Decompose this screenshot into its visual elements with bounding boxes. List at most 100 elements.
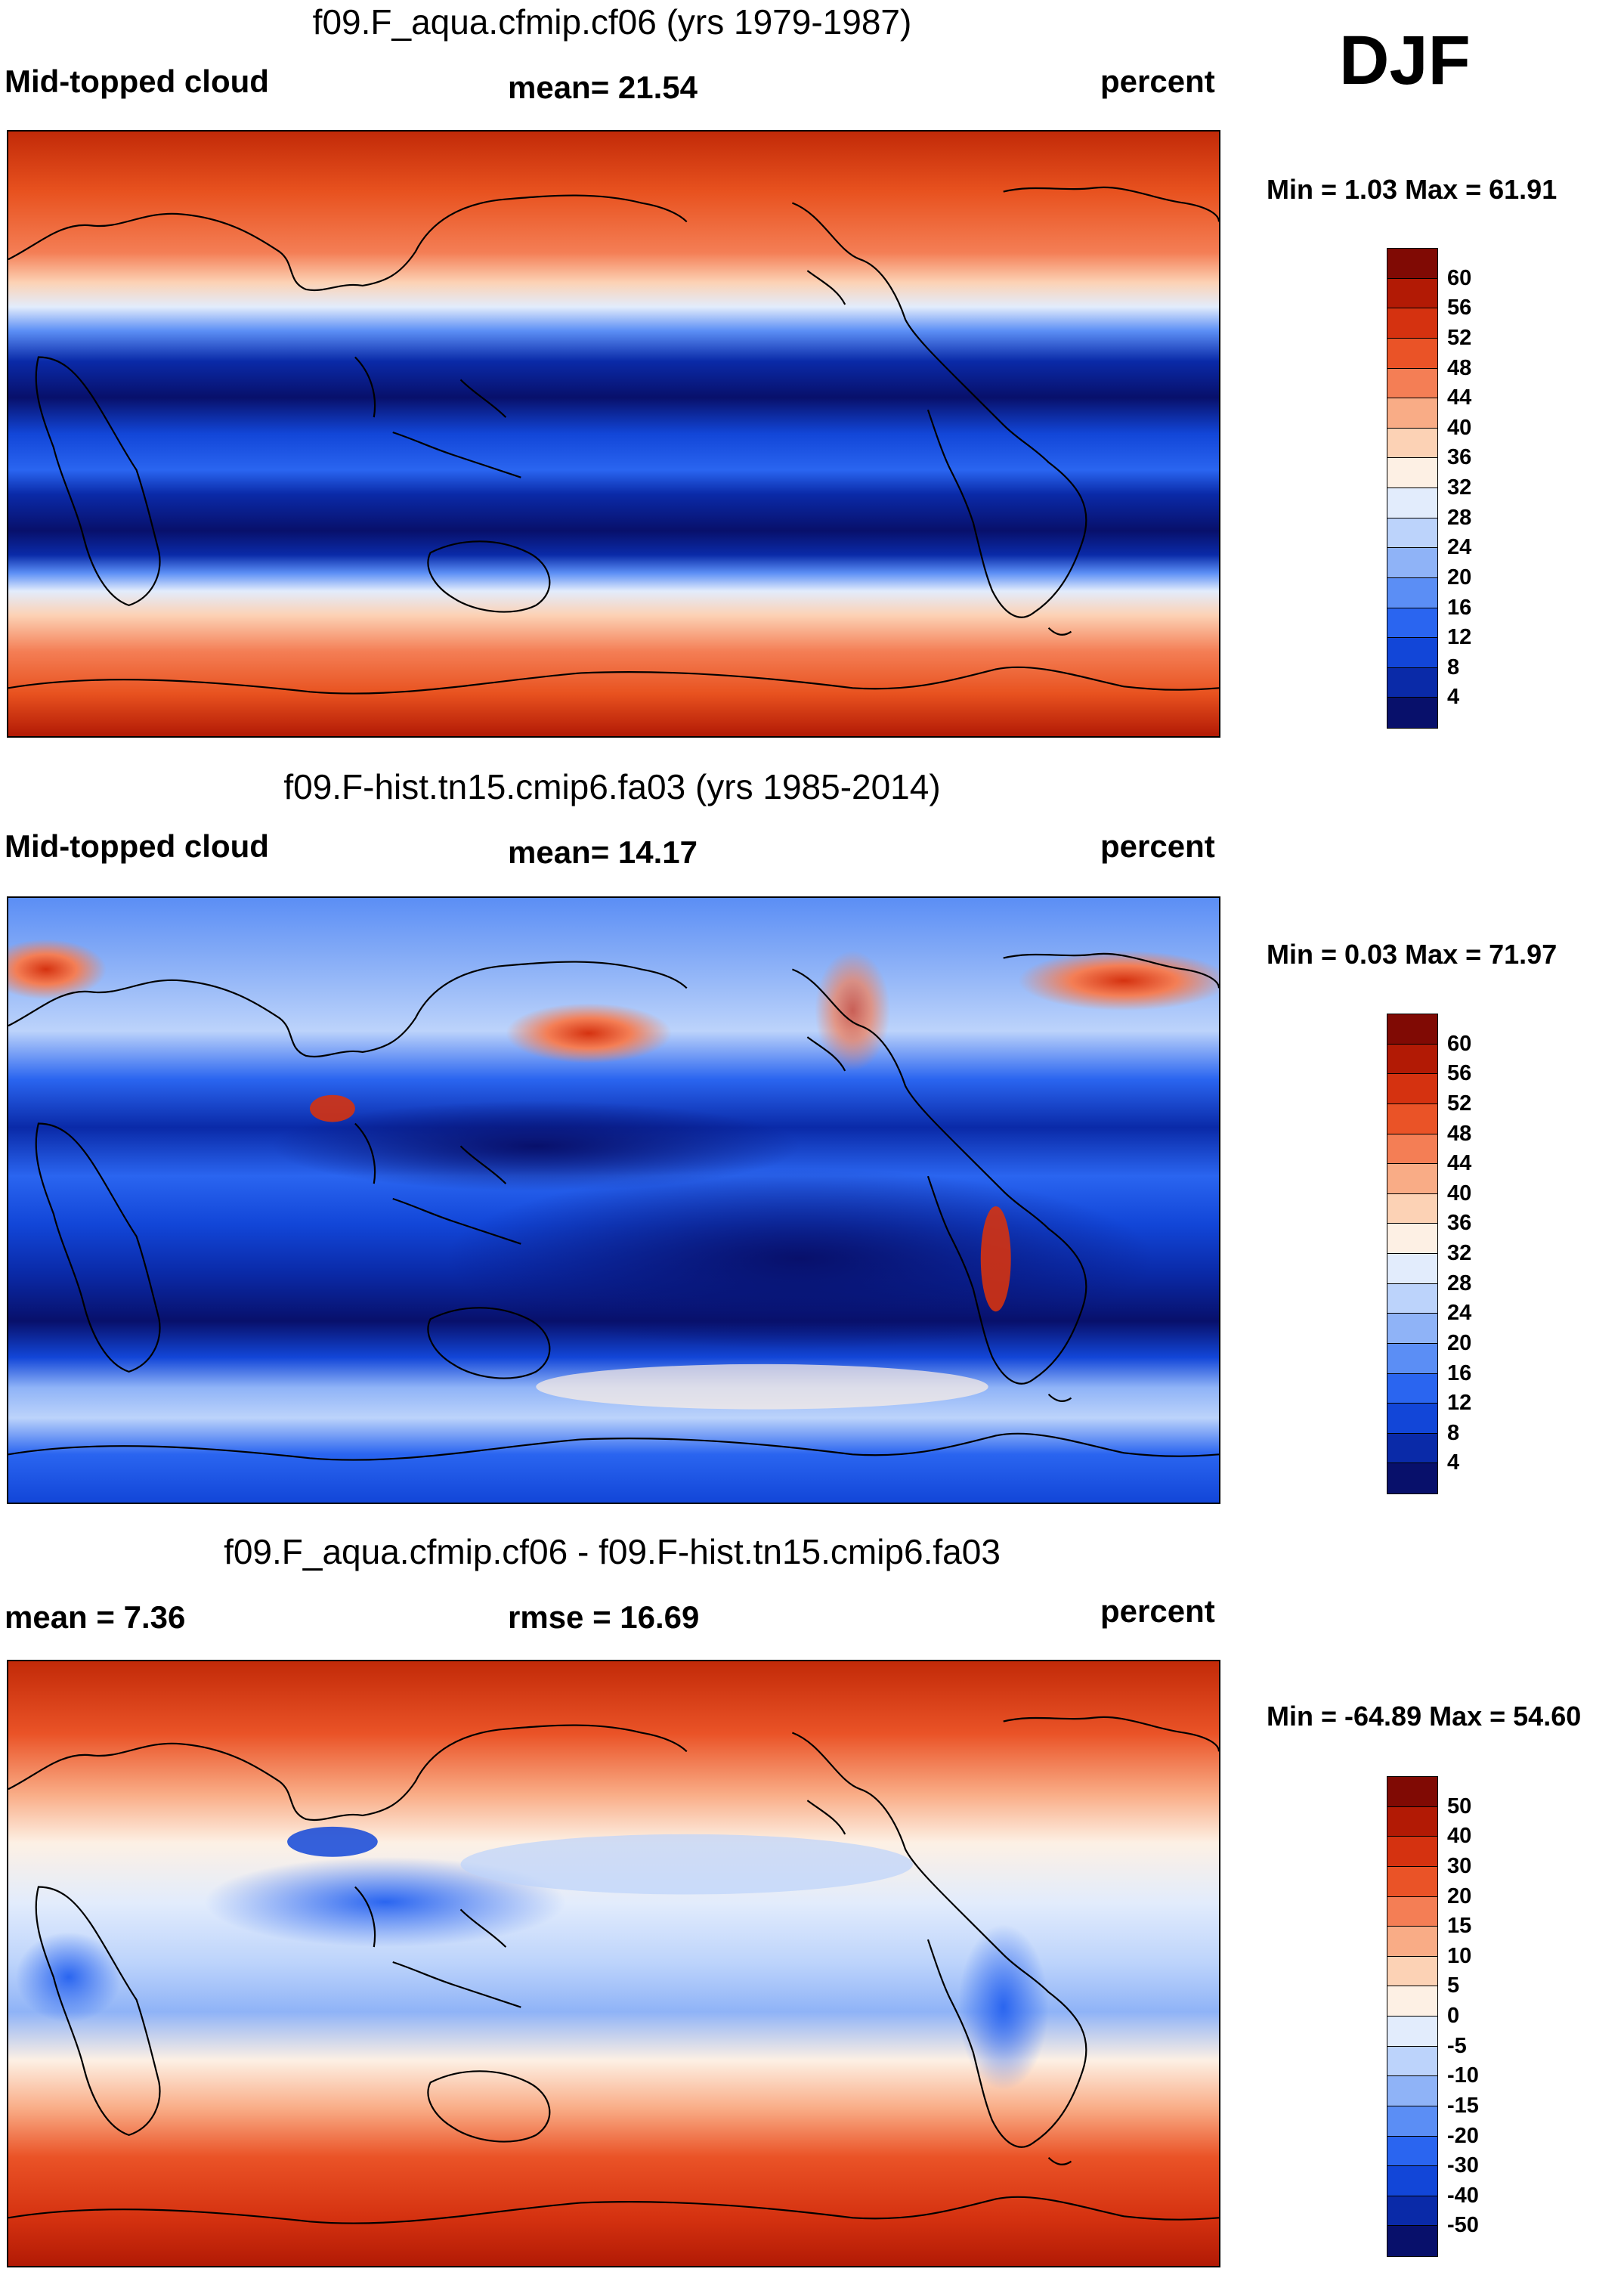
colorbar-swatch [1387,1073,1438,1105]
colorbar-tick-label: 40 [1447,415,1472,440]
colorbar-tick-label: 40 [1447,1181,1472,1206]
colorbar-tick-label: 28 [1447,1271,1472,1295]
colorbar-swatch [1387,427,1438,459]
colorbar-swatch [1387,398,1438,429]
panel-1-title: f09.F_aqua.cfmip.cf06 (yrs 1979-1987) [312,2,912,42]
colorbar-swatch [1387,2165,1438,2197]
colorbar-tick-label: 48 [1447,355,1472,380]
panel-1-map [7,130,1220,738]
colorbar-swatch [1387,1133,1438,1165]
colorbar-tick-label: 52 [1447,1091,1472,1116]
colorbar-tick-label: 36 [1447,445,1472,470]
panel-3-units-label: percent [1100,1593,1215,1629]
colorbar-tick-label: 5 [1447,1973,1460,1998]
colorbar-tick-label: 30 [1447,1853,1472,1878]
colorbar-swatch [1387,337,1438,369]
colorbar-swatch [1387,517,1438,549]
panel-3-title: f09.F_aqua.cfmip.cf06 - f09.F-hist.tn15.… [224,1532,1001,1571]
colorbar-swatch [1387,1103,1438,1134]
colorbar-swatch [1387,1955,1438,1987]
panel-2-map [7,896,1220,1504]
colorbar-tick-label: 20 [1447,565,1472,590]
panel-1-minmax: Min = 1.03 Max = 61.91 [1267,174,1557,205]
colorbar-tick-label: 44 [1447,1151,1472,1176]
colorbar-tick-label: 28 [1447,505,1472,530]
colorbar-tick-label: 10 [1447,1943,1472,1968]
colorbar-swatch [1387,1926,1438,1958]
panel-2-colorbar: 60 56 52 48 44 40 36 32 28 24 20 16 12 8 4 [1387,1014,1471,1494]
colorbar-swatch [1387,667,1438,698]
colorbar-tick-label: 20 [1447,1883,1472,1908]
colorbar-tick-label: 32 [1447,475,1472,500]
panel-1-mean-label: mean= 21.54 [508,70,698,105]
colorbar-swatch [1387,2225,1438,2257]
colorbar-tick-label: 36 [1447,1211,1472,1236]
colorbar-tick-label: 48 [1447,1121,1472,1146]
panel-1-map-svg [8,132,1219,736]
colorbar-swatch [1387,1223,1438,1255]
colorbar-swatch [1387,2135,1438,2167]
panel-1-variable-label: Mid-topped cloud [5,63,269,99]
colorbar-tick-label: 15 [1447,1914,1472,1939]
colorbar-swatch [1387,1014,1438,1045]
colorbar-swatch [1387,547,1438,579]
panel-3-map [7,1660,1220,2267]
colorbar-swatch [1387,1313,1438,1345]
panel-2-map-svg [8,898,1219,1503]
colorbar-tick-label: -5 [1447,2033,1467,2058]
colorbar-swatch [1387,1432,1438,1464]
colorbar-tick-label: 0 [1447,2004,1460,2028]
colorbar-swatch [1387,2045,1438,2077]
colorbar-tick-label: 56 [1447,1061,1472,1086]
panel-3-rmse-label: rmse = 16.69 [508,1599,700,1635]
colorbar-swatch [1387,1776,1438,1808]
colorbar-swatch [1387,1836,1438,1868]
colorbar-tick-label: 24 [1447,535,1472,560]
colorbar-tick-label: 32 [1447,1241,1472,1265]
colorbar-swatch [1387,1403,1438,1435]
colorbar-tick-label: 8 [1447,1420,1460,1445]
colorbar-swatch [1387,1373,1438,1404]
panel-2-coastlines [8,952,1219,1461]
colorbar-tick-label: 20 [1447,1330,1472,1355]
colorbar-swatch [1387,1043,1438,1075]
colorbar-tick-label: 8 [1447,655,1460,679]
colorbar-swatch [1387,577,1438,608]
panel-3-mean-label: mean = 7.36 [5,1599,186,1635]
colorbar-tick-label: 16 [1447,595,1472,620]
colorbar-swatch [1387,637,1438,669]
colorbar-tick-label: 4 [1447,1450,1460,1475]
colorbar-swatch [1387,1283,1438,1314]
colorbar-swatch [1387,2075,1438,2107]
colorbar-swatch [1387,697,1438,729]
colorbar-swatch [1387,1163,1438,1195]
colorbar-swatch [1387,1865,1438,1897]
panel-1-units-label: percent [1100,63,1215,99]
colorbar-swatch [1387,248,1438,280]
colorbar-swatch [1387,2016,1438,2048]
colorbar-swatch [1387,1896,1438,1927]
colorbar-tick-label: -50 [1447,2213,1479,2238]
colorbar-tick-label: 12 [1447,625,1472,650]
panel-3-map-svg [8,1661,1219,2266]
colorbar-swatch [1387,1193,1438,1224]
panel-2-units-label: percent [1100,828,1215,864]
colorbar-tick-label: 44 [1447,385,1472,410]
panel-1-coastlines [8,186,1219,695]
colorbar-swatch [1387,1342,1438,1374]
colorbar-swatch [1387,1806,1438,1837]
panel-1-colorbar: 60 56 52 48 44 40 36 32 28 24 20 16 12 8 4 [1387,248,1471,729]
colorbar-tick-label: 16 [1447,1360,1472,1385]
colorbar-swatch [1387,457,1438,489]
colorbar-tick-label: 12 [1447,1391,1472,1416]
colorbar-tick-label: 52 [1447,325,1472,350]
colorbar-tick-label: 40 [1447,1824,1472,1849]
panel-3-colorbar: 50 40 30 20 15 10 5 0 -5 -10 -15 -20 -30 -40 -50 [1387,1776,1479,2257]
colorbar-tick-label: -20 [1447,2123,1479,2148]
colorbar-swatch [1387,308,1438,339]
panel-2-minmax: Min = 0.03 Max = 71.97 [1267,939,1557,970]
colorbar-tick-label: 56 [1447,296,1472,320]
colorbar-swatch [1387,1986,1438,2017]
colorbar-tick-label: 60 [1447,265,1472,290]
colorbar-swatch [1387,2195,1438,2227]
